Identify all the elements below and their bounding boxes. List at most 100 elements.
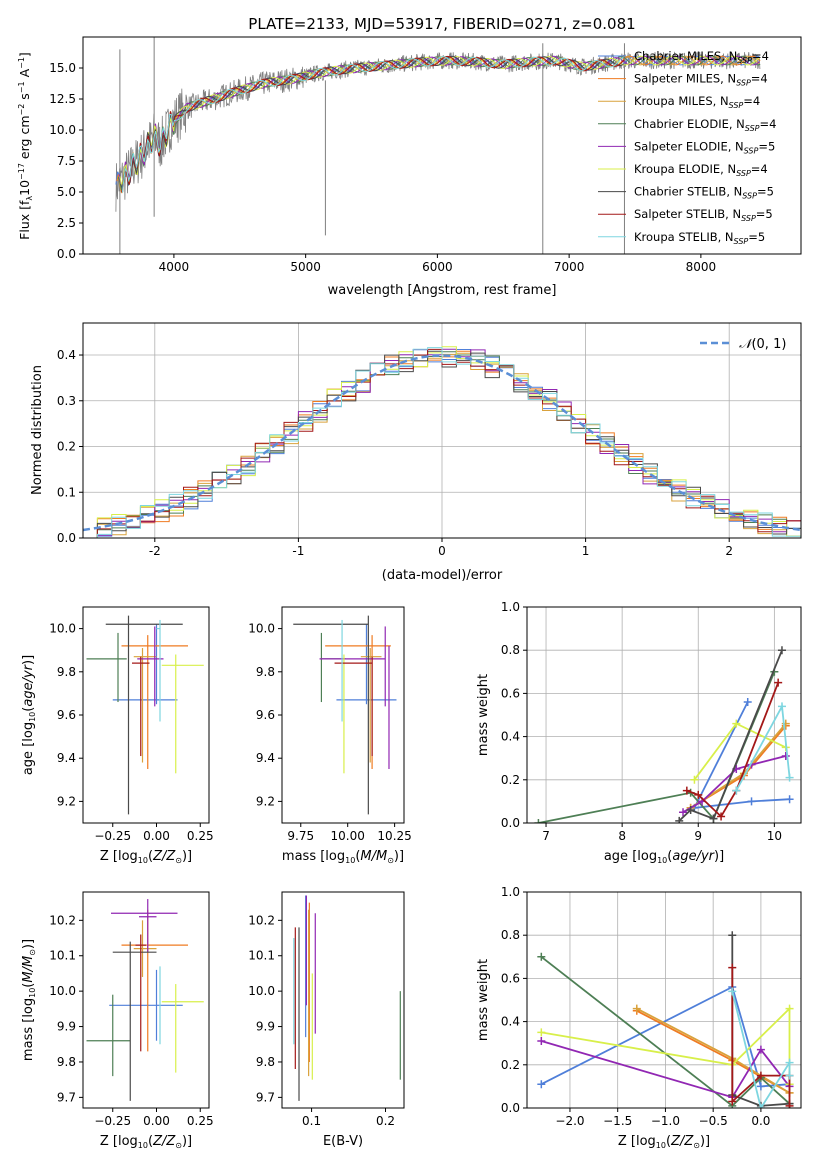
x-tick-label: 5000 (290, 260, 321, 274)
x-tick-label: 6000 (422, 260, 453, 274)
label-part: ( (148, 849, 153, 864)
weight-marker (774, 678, 783, 687)
x-tick-label: −1.5 (603, 1114, 632, 1128)
spectrum-plot (115, 37, 761, 254)
y-tick-label: 0.0 (57, 531, 76, 545)
weight-marker (728, 931, 737, 940)
label-part: ⊙ (28, 949, 37, 956)
x-tick-label: 0.00 (143, 829, 170, 843)
label-part: ( (21, 707, 36, 712)
label-part: age [log (604, 849, 657, 864)
residuals-legend: 𝒩(0, 1) (700, 337, 786, 352)
legend-label: Salpeter MILES, NSSP=4 (634, 72, 768, 88)
y-tick-label: 0.4 (501, 730, 520, 744)
legend-sub: SSP (737, 56, 752, 65)
y-tick-label: 2.5 (57, 216, 76, 230)
legend-sub: SSP (729, 101, 744, 110)
model-line-kroupa-stelib (121, 56, 624, 193)
y-tick-label: 9.8 (57, 665, 76, 679)
weight-marker (777, 646, 786, 655)
legend-label: Kroupa MILES, NSSP=4 (634, 94, 760, 110)
axes-frame (82, 606, 210, 824)
y-tick-label: 10.1 (248, 949, 275, 963)
legend-tail: =5 (758, 139, 775, 153)
figure-title: PLATE=2133, MJD=53917, FIBERID=0271, z=0… (248, 15, 635, 33)
y-tick-label: 0.0 (501, 1101, 520, 1115)
weight-marker (743, 698, 752, 707)
legend-text: Chabrier MILES, N (634, 49, 737, 63)
legend-text: Salpeter MILES, N (634, 72, 736, 86)
legend-sub: SSP (745, 124, 760, 133)
label-part: )] (21, 939, 36, 949)
residuals-axes: -2 -1 0 1 2 0.0 0.1 0.2 0.3 0.4 𝒩(0, 1) (data-model… (30, 322, 802, 583)
x-tick-label: −0.25 (94, 829, 131, 843)
mass-vs-ebv-panel: 0.1 0.2 9.7 9.8 9.9 10.0 10.1 10.2 E(B-V) (248, 891, 405, 1149)
x-tick-label: −1.0 (651, 1114, 680, 1128)
age-vs-mass-panel: 9.75 10.00 10.25 9.2 9.4 9.6 9.8 10.0 mass [log1… (248, 606, 412, 865)
y-tick-label: 5.0 (57, 185, 76, 199)
x-tick-label: 2 (725, 544, 733, 558)
mass-vs-Z-panel: −0.25 0.00 0.25 9.7 9.8 9.9 10.0 10.1 10.2 Z [log… (21, 891, 214, 1150)
weight-marker (777, 702, 786, 711)
label-part: mass [log (282, 849, 345, 864)
x-tick-label: 10 (767, 829, 782, 843)
y-tick-label: 0.6 (501, 686, 520, 700)
y-axis-label: Flux [fλ10−17 erg cm−2 s−1 A−1] (17, 52, 34, 240)
y-tick-label: 9.2 (57, 794, 76, 808)
label-part: 10 (17, 180, 32, 196)
label-part: Z [log (618, 1134, 656, 1149)
model-line-salpeter-stelib (121, 55, 625, 193)
y-tick-label: 10.0 (49, 622, 76, 636)
y-tick-label: 9.6 (256, 708, 275, 722)
label-part: age/yr (672, 849, 715, 864)
label-part: ⊙ (387, 856, 394, 865)
weight-marker (785, 1071, 794, 1080)
label-part: −1 (17, 57, 26, 69)
y-tick-label: 0.4 (501, 1015, 520, 1029)
x-tick-label: 9 (694, 829, 702, 843)
weight-marker (785, 1101, 794, 1108)
weight-marker (756, 1104, 765, 1108)
y-axis-label: Normed distribution (30, 365, 45, 495)
x-axis-label: (data-model)/error (382, 568, 503, 583)
mass-vs-ebv-axes: 0.1 0.2 9.7 9.8 9.9 10.0 10.1 10.2 E(B-V) (248, 891, 405, 1149)
weight-marker (781, 752, 790, 761)
legend-tail: =5 (756, 207, 773, 221)
legend-sub: SSP (734, 237, 749, 246)
x-tick-label: 7 (542, 829, 550, 843)
label-part: ⊙ (693, 1141, 700, 1150)
x-axis-label: Z [log10(Z/Z⊙)] (100, 1134, 192, 1150)
x-axis-label: Z [log10(Z/Z⊙)] (618, 1134, 710, 1150)
x-tick-label: 0.25 (187, 829, 214, 843)
weight-line-salpeter-elodie (541, 1040, 791, 1099)
label-part: M/M (360, 849, 387, 864)
x-axis-label: Z [log10(Z/Z⊙)] (100, 849, 192, 865)
legend-tail: =4 (752, 49, 769, 63)
mass-vs-Z-plot (86, 899, 204, 1101)
weight-marker (679, 808, 688, 817)
legend-label: Salpeter STELIB, NSSP=5 (634, 207, 773, 223)
axes-frame (281, 891, 405, 1109)
x-tick-label: −0.5 (699, 1114, 728, 1128)
y-tick-label: 9.2 (256, 794, 275, 808)
label-part: −17 (17, 163, 26, 180)
legend-sub: SSP (744, 146, 759, 155)
gaussian-curve (83, 354, 801, 532)
legend-sub: SSP (741, 214, 756, 223)
label-part: 10 (28, 988, 37, 998)
y-axis-label: age [log10(age/yr)] (21, 655, 37, 775)
y-tick-label: 7.5 (57, 154, 76, 168)
label-part: M/M (21, 956, 36, 983)
label-part: λ (25, 196, 34, 201)
legend-tail: =4 (751, 162, 768, 176)
mass-vs-Z-axes: −0.25 0.00 0.25 9.7 9.8 9.9 10.0 10.1 10.2 Z [log… (21, 891, 214, 1150)
weight-vs-age-plot (534, 646, 794, 823)
y-tick-label: 10.1 (49, 949, 76, 963)
weight-marker (537, 1028, 546, 1037)
label-part: )] (714, 849, 724, 864)
label-part: 10 (657, 856, 667, 865)
label-part: −2 (17, 104, 26, 116)
y-tick-label: 15.0 (49, 61, 76, 75)
label-part: ⊙ (175, 1141, 182, 1150)
